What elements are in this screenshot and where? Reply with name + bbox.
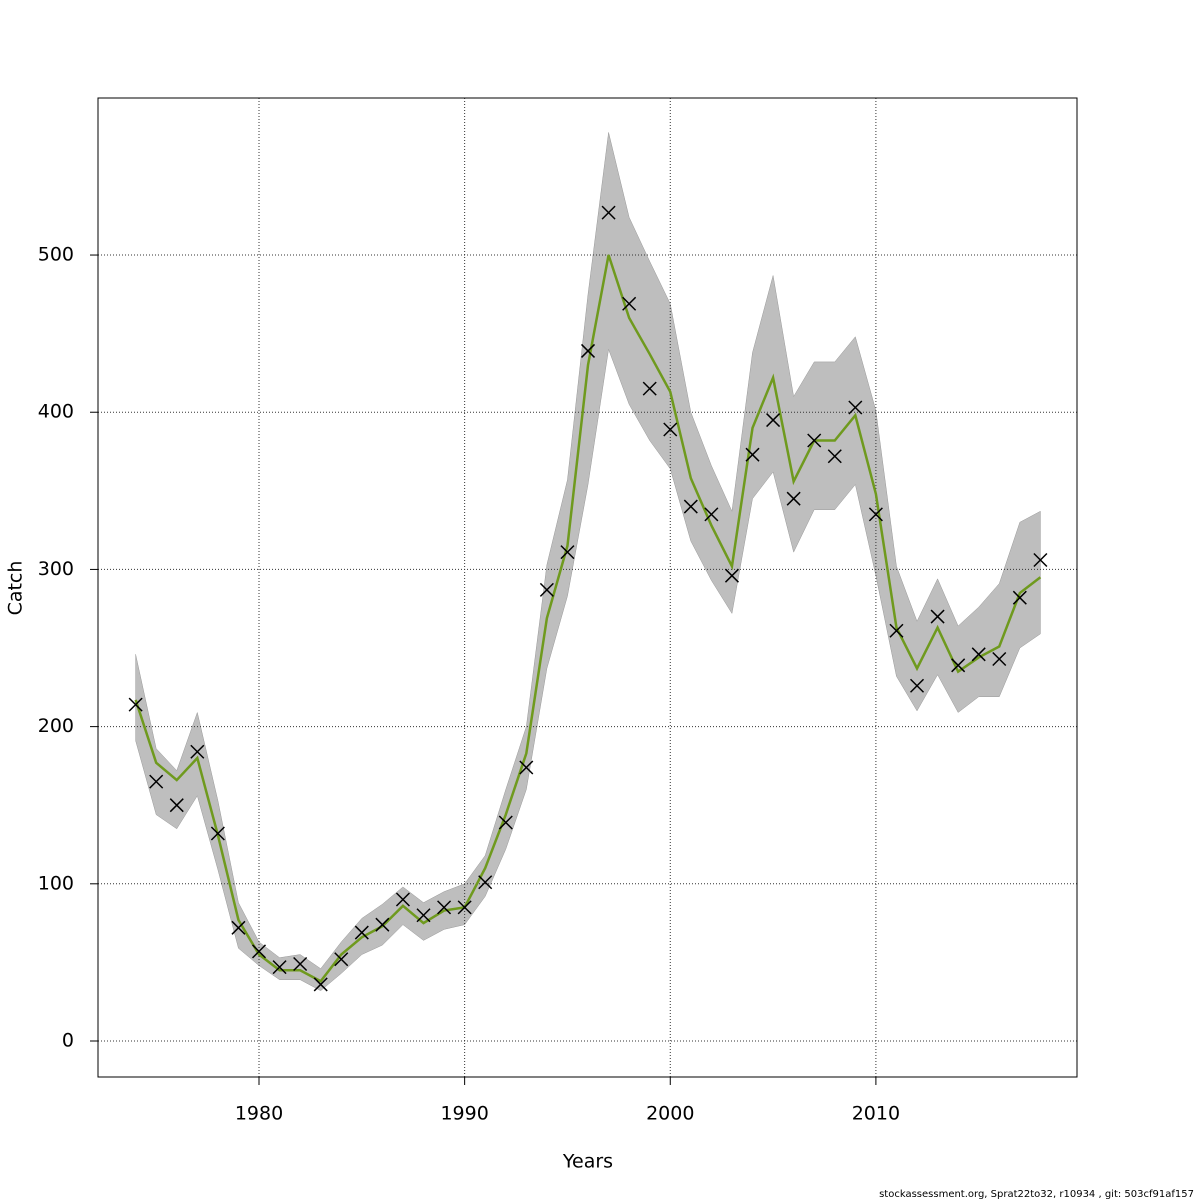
observation	[457, 900, 472, 915]
observation	[313, 977, 328, 992]
observation	[868, 507, 883, 522]
observation	[149, 774, 164, 789]
footnote: stockassessment.org, Sprat22to32, r10934…	[879, 1189, 1194, 1200]
observation	[498, 815, 513, 830]
confidence-band	[135, 132, 1041, 992]
observation	[1012, 590, 1027, 605]
observation	[190, 744, 205, 759]
observation	[1033, 552, 1048, 568]
observation	[683, 499, 698, 514]
observation	[128, 697, 143, 712]
observation	[827, 449, 842, 464]
x-axis-label: Years	[562, 1151, 613, 1173]
observation	[745, 447, 760, 462]
observation	[560, 545, 575, 560]
observation	[992, 651, 1007, 667]
observation	[354, 925, 369, 940]
observation	[231, 920, 246, 935]
fit-line	[134, 254, 1042, 983]
observation	[375, 917, 390, 932]
y-tick-label: 300	[38, 558, 74, 580]
y-tick-label: 100	[38, 872, 74, 894]
x-tick-label: 1990	[440, 1103, 488, 1125]
observation	[889, 623, 904, 638]
observation	[437, 900, 452, 915]
observation	[169, 798, 184, 813]
observation	[272, 960, 287, 975]
observation	[704, 507, 719, 522]
observation	[951, 658, 966, 673]
observation	[395, 892, 410, 907]
y-axis-label: Catch	[5, 561, 27, 616]
observation	[580, 343, 596, 358]
observation	[622, 296, 637, 311]
observation	[293, 956, 308, 972]
observation	[971, 647, 986, 662]
observation	[663, 422, 678, 437]
observation	[539, 582, 554, 597]
observation	[334, 952, 349, 967]
observation	[766, 413, 781, 428]
observation	[601, 205, 616, 220]
plot-frame	[97, 97, 1078, 1078]
observation	[478, 875, 493, 890]
observation	[210, 826, 225, 841]
observation	[724, 568, 739, 583]
observation	[807, 433, 822, 448]
observation	[416, 908, 431, 923]
x-tick-label: 2000	[646, 1103, 694, 1125]
x-tick-label: 2010	[852, 1103, 900, 1125]
x-tick-label: 1980	[235, 1103, 283, 1125]
y-tick-label: 200	[38, 715, 74, 737]
observation	[930, 609, 945, 624]
observation	[251, 944, 267, 959]
observation	[519, 760, 534, 775]
observation	[642, 381, 657, 396]
observation	[848, 400, 863, 415]
observation	[909, 678, 925, 693]
y-tick-label: 500	[38, 244, 74, 266]
observation	[786, 491, 801, 506]
y-tick-label: 400	[38, 401, 74, 423]
y-tick-label: 0	[62, 1030, 74, 1052]
